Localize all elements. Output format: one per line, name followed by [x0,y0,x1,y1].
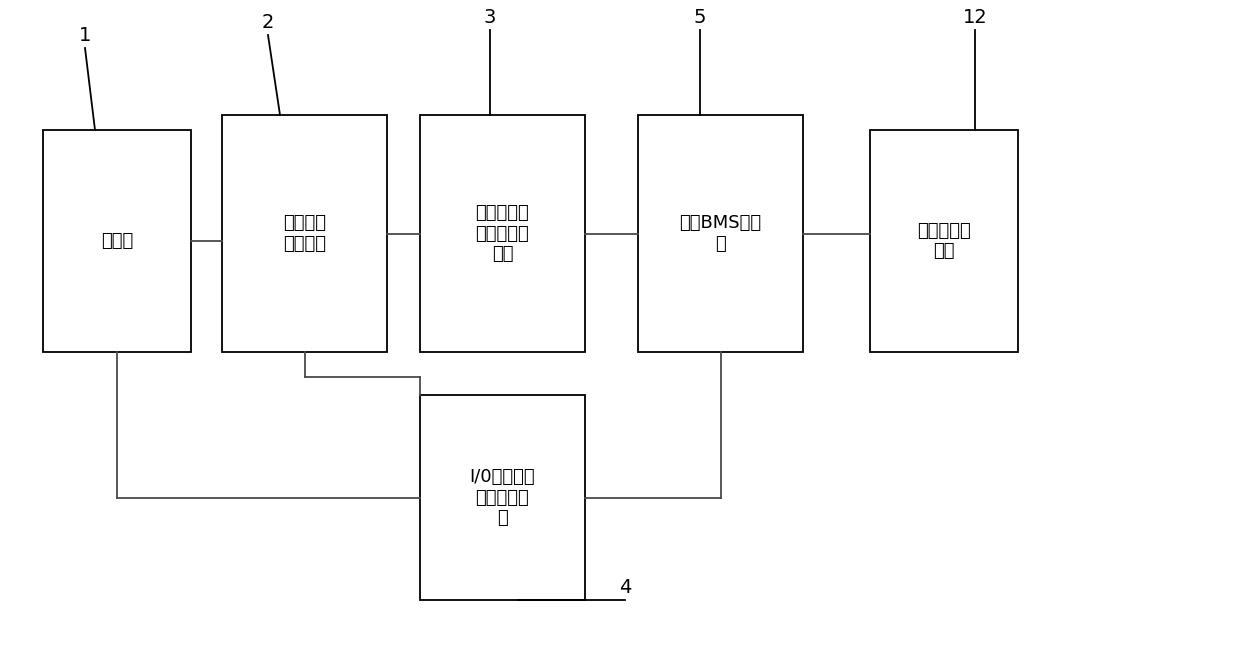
Bar [420,115,585,352]
Bar [639,115,804,352]
Bar [43,130,191,352]
Text: 被测BMS控制
器: 被测BMS控制 器 [680,214,761,253]
Text: 计算机: 计算机 [100,232,133,250]
Bar [870,130,1018,352]
Bar [222,115,387,352]
Text: 12: 12 [962,8,987,27]
Text: 真实或模拟
负载: 真实或模拟 负载 [918,222,971,261]
Text: I/0信号电气
故障注入单
元: I/0信号电气 故障注入单 元 [470,468,536,527]
Text: 电池单体
仿真单元: 电池单体 仿真单元 [283,214,326,253]
Text: 1: 1 [79,26,92,45]
Bar [420,395,585,600]
Text: 2: 2 [262,13,274,32]
Text: 4: 4 [619,578,631,597]
Text: 3: 3 [484,8,496,27]
Text: 5: 5 [693,8,707,27]
Text: 电池单体电
气故障注入
单元: 电池单体电 气故障注入 单元 [476,204,529,263]
